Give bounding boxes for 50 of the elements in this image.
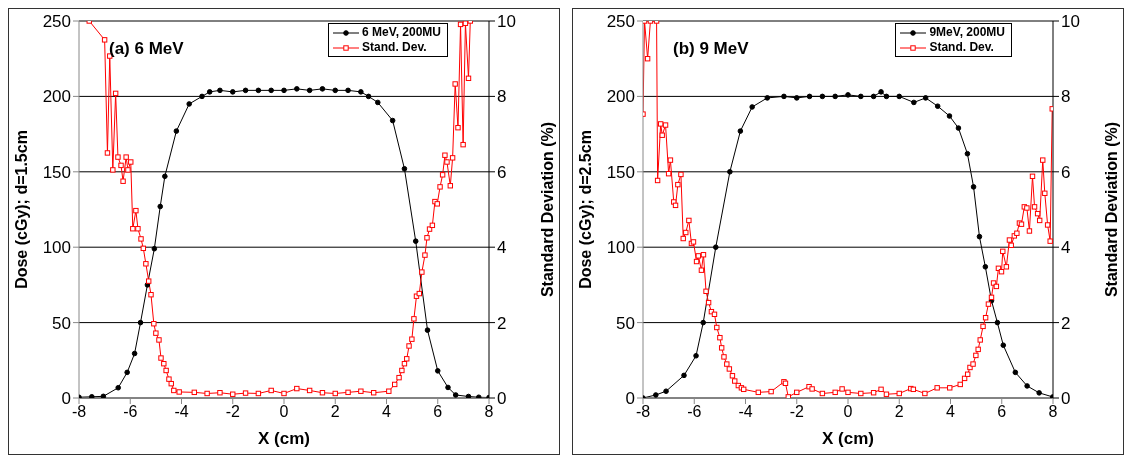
y2-tick-label: 6 — [497, 162, 507, 182]
x-axis-title: X (cm) — [258, 429, 310, 448]
y2-tick-label: 4 — [497, 238, 507, 258]
x-tick-label: -8 — [635, 403, 651, 421]
y2-tick-label: 2 — [1061, 313, 1071, 333]
y2-axis-title: Standard Deviation (%) — [1102, 121, 1120, 298]
y2-axis-title: Standard Deviation (%) — [538, 121, 556, 298]
legend-label: 6 MeV, 200MU — [362, 25, 441, 40]
x-tick-label: -4 — [738, 403, 753, 421]
x-tick-label: 6 — [997, 403, 1007, 421]
y2-tick-label: 8 — [497, 87, 507, 107]
x-tick-label: 8 — [1048, 403, 1058, 421]
x-tick-label: 4 — [946, 403, 956, 421]
y2-tick-label: 10 — [1061, 12, 1080, 32]
legend-label: Stand. Dev. — [929, 40, 994, 55]
y-tick-label: 100 — [606, 238, 635, 258]
text: (b) 9 MeV — [673, 39, 749, 59]
x-tick-label: -6 — [687, 403, 702, 421]
x-tick-label: -4 — [174, 403, 189, 421]
x-tick-label: 0 — [843, 403, 853, 421]
legend-label: Stand. Dev. — [362, 40, 427, 55]
x-tick-label: -2 — [225, 403, 240, 421]
legend-label: 9MeV, 200MU — [929, 25, 1005, 40]
x-tick-label: -2 — [789, 403, 804, 421]
x-tick-label: 6 — [433, 403, 443, 421]
text: (a) 6 MeV — [109, 39, 184, 59]
y-tick-label: 100 — [42, 238, 71, 258]
y-tick-label: 200 — [42, 87, 71, 107]
y2-tick-label: 6 — [1061, 162, 1071, 182]
y-tick-label: 250 — [606, 12, 635, 32]
y-tick-label: 200 — [606, 87, 635, 107]
x-tick-label: 2 — [330, 403, 340, 421]
y-tick-label: 50 — [52, 313, 71, 333]
x-tick-label: -8 — [71, 403, 87, 421]
x-tick-label: 2 — [894, 403, 904, 421]
x-tick-label: 4 — [382, 403, 392, 421]
y-tick-label: 150 — [606, 162, 635, 182]
y-axis-title: Dose (cGy); d=2.5cm — [576, 130, 594, 289]
y2-tick-label: 2 — [497, 313, 507, 333]
y2-tick-label: 4 — [1061, 238, 1071, 258]
y-tick-label: 50 — [616, 313, 635, 333]
x-axis-title: X (cm) — [822, 429, 874, 448]
x-tick-label: -6 — [123, 403, 138, 421]
x-tick-label: 0 — [279, 403, 289, 421]
x-tick-label: 8 — [484, 403, 494, 421]
y-axis-title: Dose (cGy); d=1.5cm — [12, 130, 30, 289]
y2-tick-label: 8 — [1061, 87, 1071, 107]
y2-tick-label: 10 — [497, 12, 516, 32]
y-tick-label: 150 — [42, 162, 71, 182]
y-tick-label: 250 — [42, 12, 71, 32]
